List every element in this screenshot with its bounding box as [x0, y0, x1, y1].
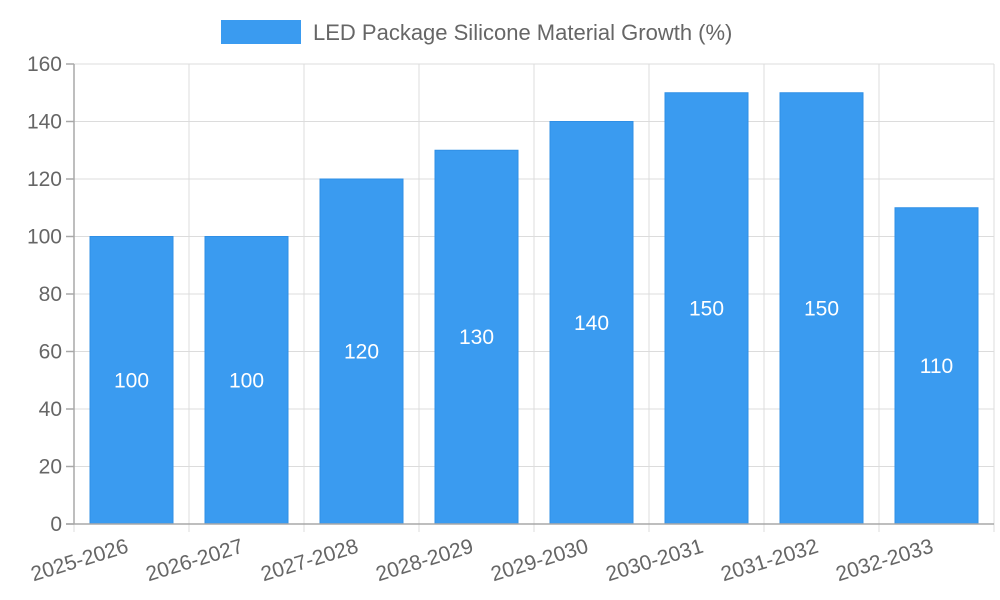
y-tick-label: 40 [39, 398, 62, 421]
bar [204, 236, 289, 525]
x-tick-label: 2028-2029 [373, 535, 476, 586]
bar [894, 207, 979, 525]
data-label: 110 [920, 355, 953, 378]
data-label: 100 [114, 369, 149, 392]
y-tick-label: 100 [27, 226, 62, 249]
x-tick-label: 2027-2028 [258, 535, 361, 586]
x-tick-label: 2025-2026 [28, 535, 131, 586]
bar [779, 92, 864, 525]
y-tick-label: 120 [27, 168, 62, 191]
data-label: 130 [459, 326, 494, 349]
data-labels: 100 100 120 130 140 150 150 110 [114, 297, 953, 392]
y-tick-label: 0 [50, 513, 62, 536]
y-axis-ticks: 0 20 40 60 80 100 120 140 160 [27, 53, 74, 536]
y-tick-label: 20 [39, 456, 62, 479]
legend[interactable]: LED Package Silicone Material Growth (%) [221, 20, 732, 45]
legend-label: LED Package Silicone Material Growth (%) [313, 20, 732, 45]
y-tick-label: 160 [27, 53, 62, 76]
y-tick-label: 60 [39, 341, 62, 364]
data-label: 120 [344, 341, 379, 364]
bar [549, 121, 634, 525]
data-label: 140 [574, 312, 609, 335]
bars [89, 92, 979, 525]
x-tick-label: 2030-2031 [603, 535, 706, 586]
x-tick-label: 2029-2030 [488, 535, 591, 586]
data-label: 150 [804, 297, 839, 320]
bar [664, 92, 749, 525]
x-axis-ticks: 2025-2026 2026-2027 2027-2028 2028-2029 2029… [28, 535, 936, 586]
legend-swatch [221, 20, 301, 44]
data-label: 100 [229, 369, 264, 392]
bar [319, 178, 404, 525]
y-tick-label: 140 [27, 111, 62, 134]
y-tick-label: 80 [39, 283, 62, 306]
bar [89, 236, 174, 525]
x-tick-label: 2031-2032 [718, 535, 821, 586]
bar [434, 149, 519, 525]
data-label: 150 [689, 297, 724, 320]
x-tick-label: 2032-2033 [833, 535, 936, 586]
x-tick-label: 2026-2027 [143, 535, 246, 586]
